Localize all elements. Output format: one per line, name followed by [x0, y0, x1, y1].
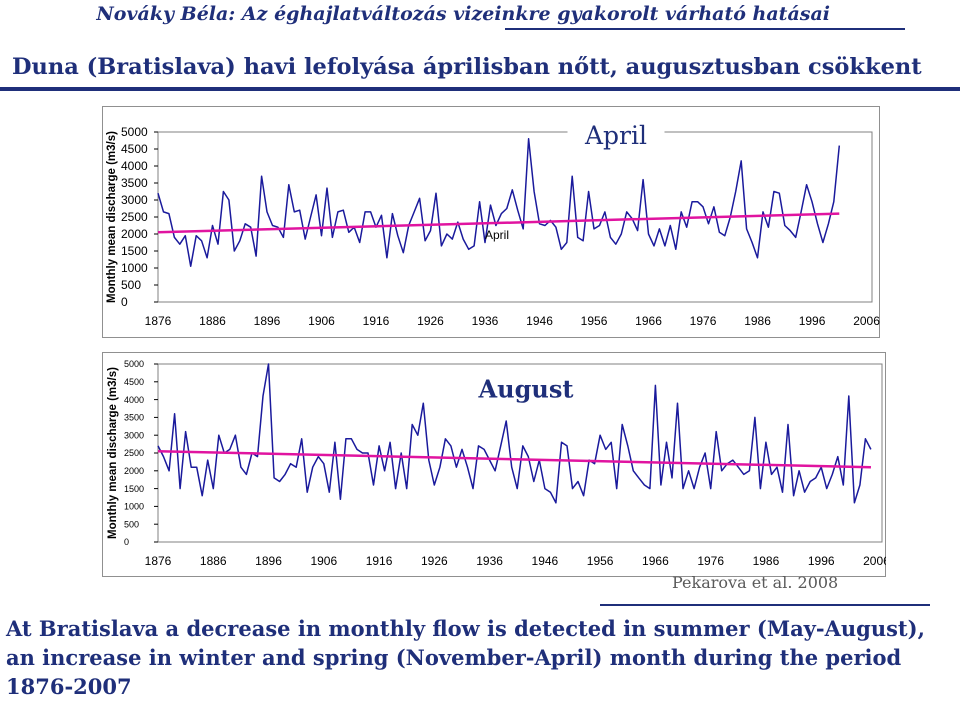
- x-tick-label: 1966: [642, 554, 669, 568]
- y-tick-label: 0: [124, 537, 129, 547]
- chart-title: August: [478, 374, 574, 403]
- series-annotation: April: [485, 228, 509, 242]
- trend-line: [157, 212, 840, 234]
- discharge-series-line: [157, 138, 841, 268]
- x-tick-label: 1956: [587, 554, 614, 568]
- x-tick-label: 1976: [690, 314, 717, 328]
- y-tick-label: 5000: [121, 125, 148, 139]
- slide-header: Nováky Béla: Az éghajlatváltozás vizeink…: [0, 0, 960, 30]
- y-tick-label: 4500: [121, 142, 148, 156]
- x-tick-label: 1926: [421, 554, 448, 568]
- chart-title-box: [477, 369, 575, 409]
- x-tick-label: 1966: [635, 314, 662, 328]
- y-tick-label: 3500: [121, 176, 148, 190]
- y-tick-label: 1500: [124, 484, 144, 494]
- header-title: Nováky Béla: Az éghajlatváltozás vizeink…: [96, 3, 830, 25]
- x-tick-label: 1886: [199, 314, 226, 328]
- summary-text: At Bratislava a decrease in monthly flow…: [6, 616, 925, 699]
- x-tick-label: 1916: [363, 314, 390, 328]
- y-tick-label: 4000: [124, 395, 144, 405]
- x-tick-label: 1906: [308, 314, 335, 328]
- x-tick-label: 1986: [744, 314, 771, 328]
- y-tick-label: 1500: [121, 244, 148, 258]
- y-tick-label: 5000: [124, 359, 144, 369]
- x-tick-label: 2006: [863, 554, 886, 568]
- source-credit: Pekarova et al. 2008: [672, 573, 839, 592]
- chart-title-box: [567, 110, 665, 158]
- x-tick-label: 1906: [310, 554, 337, 568]
- april-chart: Monthly mean discharge (m3/s) 0 500 1000 150…: [102, 106, 880, 338]
- y-axis-label: Monthly mean discharge (m3/s): [107, 367, 119, 539]
- y-tick-label: 500: [121, 278, 141, 292]
- y-tick-label: 1000: [121, 261, 148, 275]
- y-tick-label: 2000: [124, 466, 144, 476]
- x-tick-label: 1996: [799, 314, 826, 328]
- august-chart: Monthly mean discharge (m3/s) 0 500 1000 150…: [102, 352, 886, 577]
- chart-title: April: [584, 121, 647, 150]
- x-tick-label: 1986: [753, 554, 780, 568]
- april-chart-svg: Monthly mean discharge (m3/s) 0 500 1000 150…: [102, 106, 880, 338]
- y-axis-label: Monthly mean discharge (m3/s): [106, 131, 118, 303]
- y-tick-label: 0: [121, 295, 128, 309]
- y-tick-label: 1000: [124, 502, 144, 512]
- august-chart-svg: Monthly mean discharge (m3/s) 0 500 1000 150…: [102, 352, 886, 577]
- x-tick-label: 1936: [476, 554, 503, 568]
- x-tick-label: 1936: [472, 314, 499, 328]
- title-divider: [0, 87, 960, 91]
- x-tick-label: 1946: [526, 314, 553, 328]
- x-tick-label: 1996: [808, 554, 835, 568]
- y-tick-label: 4000: [121, 159, 148, 173]
- trend-line: [157, 449, 871, 469]
- x-tick-label: 1976: [697, 554, 724, 568]
- discharge-series-line: [157, 363, 872, 504]
- x-tick-label: 1876: [145, 314, 172, 328]
- header-rule: [505, 28, 905, 30]
- y-tick-label: 2500: [124, 448, 144, 458]
- x-tick-label: 1896: [255, 554, 282, 568]
- y-tick-label: 4500: [124, 377, 144, 387]
- x-tick-label: 1896: [254, 314, 281, 328]
- x-tick-label: 1886: [200, 554, 227, 568]
- bottom-rule: [600, 604, 930, 606]
- x-tick-label: 1926: [417, 314, 444, 328]
- x-tick-label: 2006: [853, 314, 880, 328]
- x-tick-label: 1916: [366, 554, 393, 568]
- x-tick-label: 1876: [145, 554, 172, 568]
- y-tick-label: 3000: [124, 430, 144, 440]
- y-tick-label: 500: [124, 519, 139, 529]
- y-tick-label: 3000: [121, 193, 148, 207]
- slide-title: Duna (Bratislava) havi lefolyása április…: [12, 54, 922, 80]
- y-tick-label: 2000: [121, 227, 148, 241]
- x-tick-label: 1956: [581, 314, 608, 328]
- y-tick-label: 2500: [121, 210, 148, 224]
- x-tick-label: 1946: [532, 554, 559, 568]
- y-tick-label: 3500: [124, 413, 144, 423]
